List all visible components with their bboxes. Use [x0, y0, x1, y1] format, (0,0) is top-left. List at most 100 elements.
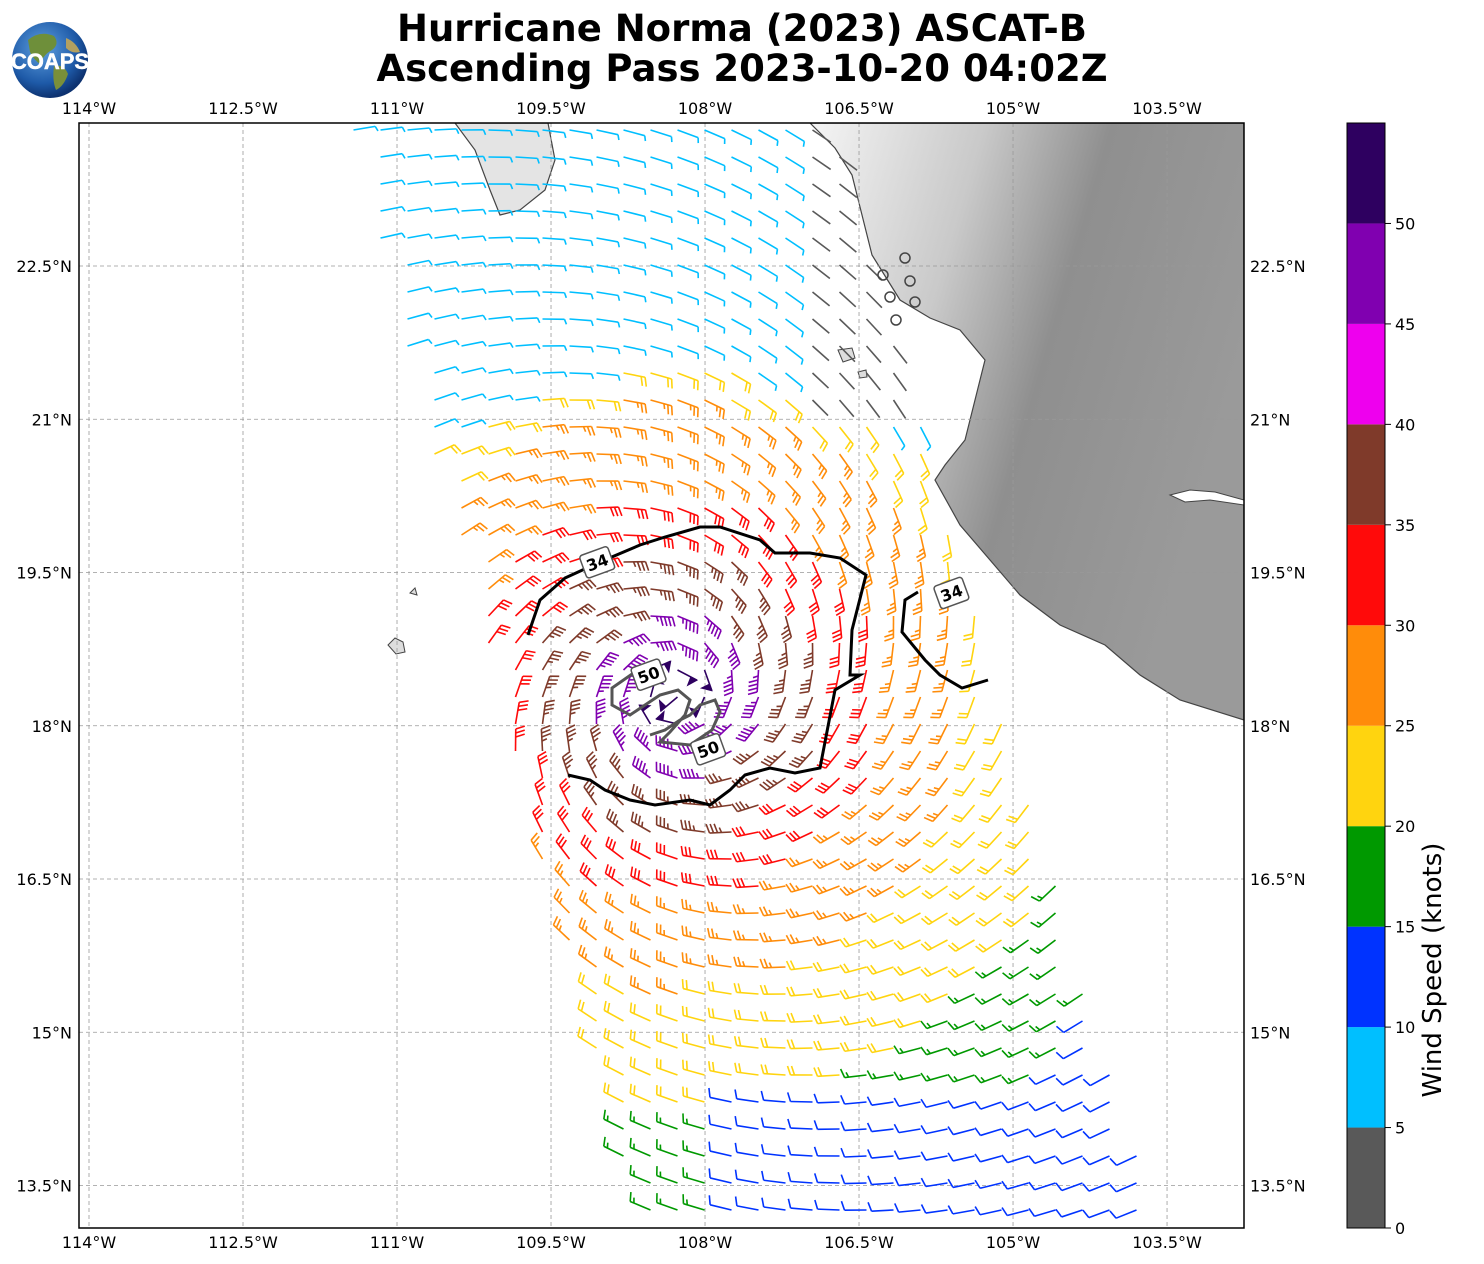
wind-barb: [488, 315, 514, 322]
wind-barb: [813, 1120, 840, 1131]
wind-barb: [353, 125, 379, 132]
mainland-land: [809, 123, 1244, 721]
wind-barb: [787, 1118, 813, 1130]
wind-barb: [914, 561, 925, 589]
wind-barb: [881, 642, 895, 668]
wind-barb: [947, 993, 975, 1005]
wind-barb: [963, 615, 976, 641]
lat-tick-label-right: 18°N: [1250, 717, 1290, 736]
lake-circles: [877, 252, 921, 326]
wind-barb: [839, 1041, 867, 1053]
wind-barb: [655, 950, 678, 968]
wind-barb: [920, 939, 948, 952]
wind-barb: [461, 393, 487, 401]
wind-barb: [812, 910, 840, 921]
wind-barb: [758, 183, 779, 201]
wind-barb: [650, 318, 673, 331]
wind-barb: [974, 1020, 1002, 1032]
wind-barb: [569, 264, 594, 273]
wind-barb: [1030, 912, 1057, 928]
wind-barb: [704, 453, 725, 474]
wind-barb: [894, 1203, 921, 1213]
wind-barb: [596, 183, 620, 194]
contour-label: 34: [933, 576, 970, 610]
wind-barb: [925, 777, 949, 797]
wind-barb: [704, 773, 732, 785]
wind-barb: [488, 446, 516, 457]
wind-barb: [434, 444, 462, 455]
wind-barb: [655, 1085, 678, 1103]
wind-barb: [957, 696, 976, 719]
wind-barb: [650, 237, 673, 250]
wind-barb: [534, 777, 546, 806]
wind-barb: [680, 845, 705, 860]
wind-barb: [867, 858, 894, 872]
wind-barb: [514, 725, 526, 752]
wind-barb: [838, 480, 852, 508]
wind-barb: [603, 1028, 624, 1049]
wind-barb: [758, 129, 779, 146]
wind-barb: [580, 834, 598, 860]
wind-barb: [542, 264, 567, 272]
wind-barb: [629, 920, 651, 941]
wind-barb: [868, 804, 895, 821]
wind-barb: [920, 1046, 948, 1056]
wind-barb: [559, 778, 571, 806]
wind-barb: [758, 237, 779, 255]
wind-barb: [623, 318, 647, 330]
lat-tick-label-left: 15°N: [32, 1023, 72, 1042]
map-area: 34 34 50 50: [79, 123, 1244, 1228]
wind-barb: [603, 973, 624, 995]
wind-barb: [407, 127, 433, 134]
wind-barb: [706, 901, 732, 914]
wind-barb: [682, 1167, 705, 1184]
wind-barb: [758, 318, 778, 337]
wind-barb: [655, 1139, 678, 1157]
wind-barb: [1028, 1181, 1056, 1191]
wind-barb: [731, 453, 751, 476]
wind-barb: [974, 1127, 1002, 1137]
wind-barb: [677, 642, 699, 662]
wind-barb: [777, 642, 789, 670]
wind-barb: [530, 832, 544, 860]
wind-barb: [569, 425, 596, 436]
wind-barb: [840, 1174, 867, 1185]
wind-barb: [581, 806, 598, 833]
wind-barb: [814, 1199, 840, 1211]
wind-barb: [791, 723, 814, 744]
wind-barb: [596, 531, 624, 543]
lat-tick-label-left: 19.5°N: [16, 564, 72, 583]
wind-barb: [488, 523, 516, 536]
wind-barb: [677, 345, 700, 360]
wind-barb: [1028, 1128, 1056, 1138]
islas-marias: [837, 347, 868, 379]
wind-barb: [677, 291, 700, 306]
wind-barb: [434, 234, 460, 241]
wind-barb: [1055, 1182, 1083, 1192]
wind-barb: [630, 811, 651, 833]
wind-barb: [975, 912, 1002, 927]
wind-barb: [919, 426, 932, 452]
wind-barb: [707, 1007, 732, 1022]
wind-barb: [892, 372, 907, 392]
colorbar-bin: [1347, 123, 1385, 224]
wind-barb: [785, 156, 805, 175]
wind-barb: [603, 946, 624, 968]
wind-barb: [785, 183, 805, 202]
wind-barb: [488, 394, 514, 401]
wind-barb: [888, 561, 899, 589]
wind-barb: [407, 312, 433, 320]
wind-barb: [982, 723, 1003, 745]
wind-barb: [787, 1198, 813, 1211]
wind-barb: [975, 939, 1002, 953]
wind-barb: [708, 1168, 732, 1184]
wind-barb: [760, 1144, 786, 1157]
wind-barb: [865, 291, 883, 309]
wind-barb: [488, 262, 514, 269]
wind-barb: [461, 496, 489, 509]
lat-tick-label-left: 18°N: [32, 717, 72, 736]
contour-50kt: [610, 670, 722, 747]
coaps-logo: COAPS: [11, 22, 89, 98]
wind-barb: [920, 1098, 948, 1109]
wind-barb: [974, 1153, 1002, 1163]
